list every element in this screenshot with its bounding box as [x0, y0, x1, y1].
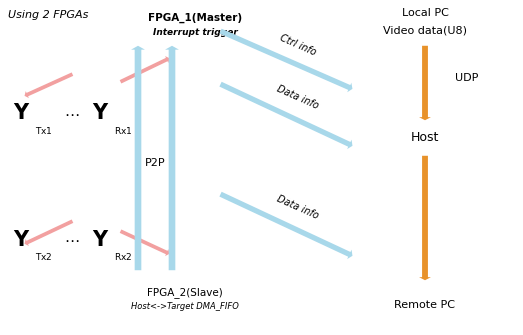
Text: FPGA_1(Master): FPGA_1(Master)	[148, 13, 242, 23]
Text: Remote PC: Remote PC	[394, 300, 456, 310]
Text: $\mathrm{Tx2}$: $\mathrm{Tx2}$	[35, 252, 53, 263]
Text: UDP: UDP	[455, 73, 479, 83]
Text: $\mathbf{Y}$: $\mathbf{Y}$	[92, 230, 109, 250]
Text: Local PC: Local PC	[402, 8, 448, 18]
Text: $\cdots$: $\cdots$	[64, 106, 79, 121]
Text: $\mathrm{Rx1}$: $\mathrm{Rx1}$	[114, 125, 132, 135]
Text: Video data(U8): Video data(U8)	[383, 25, 467, 35]
Text: $\mathrm{Rx2}$: $\mathrm{Rx2}$	[114, 252, 132, 263]
Text: FPGA_2(Slave): FPGA_2(Slave)	[147, 287, 223, 298]
Text: Ctrl info: Ctrl info	[278, 32, 318, 57]
Text: $\mathbf{Y}$: $\mathbf{Y}$	[92, 103, 109, 123]
Text: Using 2 FPGAs: Using 2 FPGAs	[8, 10, 88, 20]
Text: P2P: P2P	[145, 158, 165, 168]
Text: Interrupt trigger: Interrupt trigger	[153, 28, 237, 37]
Text: $\mathbf{Y}$: $\mathbf{Y}$	[13, 103, 30, 123]
Text: Host<->Target DMA_FIFO: Host<->Target DMA_FIFO	[131, 302, 239, 311]
Text: $\mathbf{Y}$: $\mathbf{Y}$	[13, 230, 30, 250]
Text: Data info: Data info	[276, 193, 321, 221]
Text: Host: Host	[411, 131, 439, 143]
Text: $\cdots$: $\cdots$	[64, 232, 79, 248]
Text: $\mathrm{Tx1}$: $\mathrm{Tx1}$	[35, 125, 53, 135]
Text: Data info: Data info	[276, 83, 321, 111]
